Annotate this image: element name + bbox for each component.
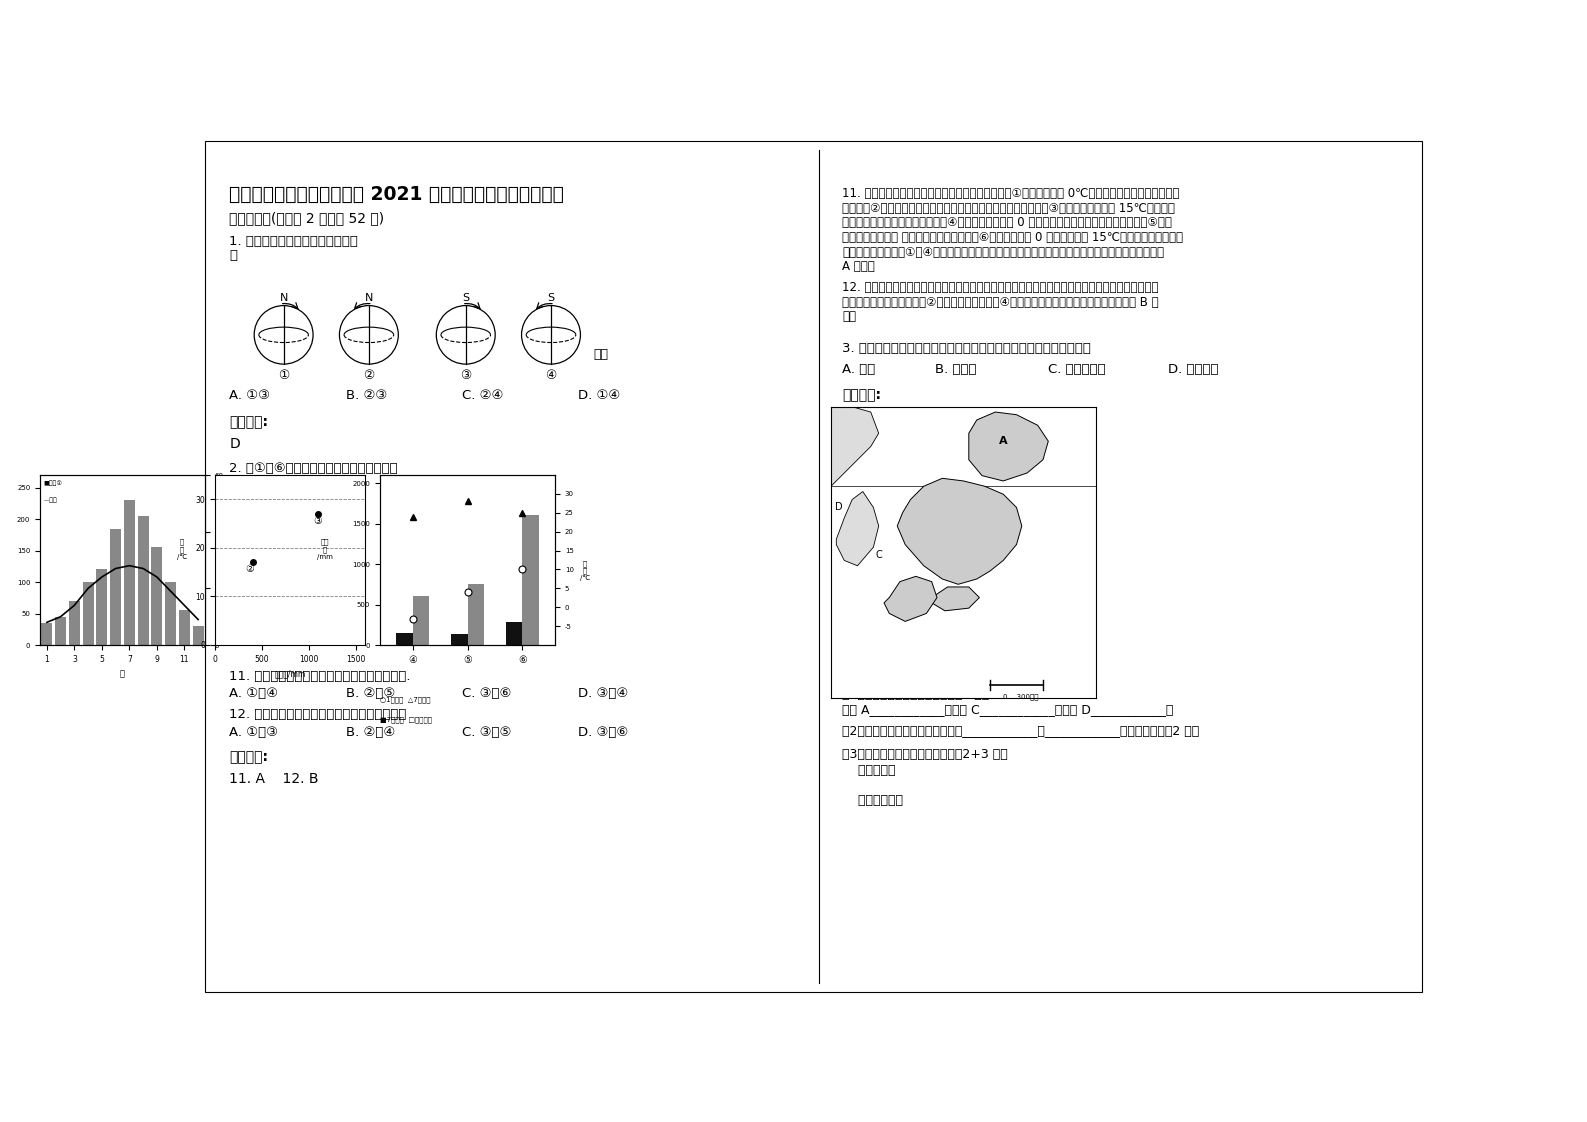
Polygon shape bbox=[897, 478, 1022, 585]
Text: N: N bbox=[279, 293, 287, 303]
Text: 不利条件是: 不利条件是 bbox=[843, 764, 897, 778]
Text: ④: ④ bbox=[546, 369, 557, 383]
Text: B. ②与④: B. ②与④ bbox=[346, 726, 395, 739]
Text: ■7月降水  □全年降水: ■7月降水 □全年降水 bbox=[379, 717, 432, 723]
Text: N: N bbox=[365, 293, 373, 303]
Text: 11. 六地中，气候类型不同但气候成因相同的是.: 11. 六地中，气候类型不同但气候成因相同的是. bbox=[230, 670, 411, 683]
Polygon shape bbox=[968, 412, 1049, 481]
Bar bbox=[56, 617, 67, 645]
Bar bbox=[68, 601, 79, 645]
Y-axis label: 气
温
/℃: 气 温 /℃ bbox=[176, 539, 187, 560]
Bar bbox=[151, 548, 162, 645]
Text: D. ③与④: D. ③与④ bbox=[578, 687, 628, 700]
Polygon shape bbox=[836, 491, 879, 565]
Y-axis label: 降水
量
/mm: 降水 量 /mm bbox=[316, 539, 332, 560]
Text: A. ①与④: A. ①与④ bbox=[230, 687, 278, 700]
Bar bbox=[506, 623, 522, 645]
Text: 参考答案:: 参考答案: bbox=[230, 751, 268, 764]
Text: 参考答案:: 参考答案: bbox=[230, 415, 268, 430]
Text: 1. 下图中正确表示地球自转方向的: 1. 下图中正确表示地球自转方向的 bbox=[230, 234, 359, 248]
Text: （2）该国的传统工业区主要分布在____________和____________的狭长地带。（2 分）: （2）该国的传统工业区主要分布在____________和___________… bbox=[843, 725, 1200, 737]
Text: ③: ③ bbox=[314, 516, 322, 525]
Bar bbox=[124, 500, 135, 645]
Text: D: D bbox=[835, 503, 843, 513]
Text: 是: 是 bbox=[230, 249, 238, 261]
Text: A 选项。: A 选项。 bbox=[843, 260, 874, 273]
Text: 一、选择题(每小题 2 分，共 52 分): 一、选择题(每小题 2 分，共 52 分) bbox=[230, 212, 384, 226]
Text: C. 密西西比河: C. 密西西比河 bbox=[1047, 364, 1106, 376]
Text: C. ②④: C. ②④ bbox=[462, 388, 503, 402]
Text: 参考答案:: 参考答案: bbox=[843, 388, 881, 402]
Text: C: C bbox=[876, 550, 882, 560]
Text: 0    300千米: 0 300千米 bbox=[1003, 693, 1039, 699]
Text: ①: ① bbox=[278, 369, 289, 383]
Text: ○1月气温  △7月气温: ○1月气温 △7月气温 bbox=[379, 696, 430, 702]
Text: 图一: 图一 bbox=[594, 348, 609, 360]
Text: ②: ② bbox=[244, 564, 254, 574]
Text: 11. 本题考查世界主要气候类型的判断。根据图示：①地冬季气温在 0℃以上，雨热同期，为亚热带季: 11. 本题考查世界主要气候类型的判断。根据图示：①地冬季气温在 0℃以上，雨热… bbox=[843, 187, 1179, 200]
Text: D. ③与⑥: D. ③与⑥ bbox=[578, 726, 628, 739]
Text: 项。: 项。 bbox=[843, 310, 857, 323]
Text: C. ③与⑥: C. ③与⑥ bbox=[462, 687, 511, 700]
Bar bbox=[83, 582, 94, 645]
Bar bbox=[468, 585, 484, 645]
Bar bbox=[413, 597, 428, 645]
Text: ■气温①: ■气温① bbox=[43, 480, 62, 486]
Text: 11. A    12. B: 11. A 12. B bbox=[230, 772, 319, 787]
Text: 干旱雨两季，属于热带草原气候；④气候冬季温度小于 0 摄氏度，雨热同期，为温带季风气候；⑤气候: 干旱雨两季，属于热带草原气候；④气候冬季温度小于 0 摄氏度，雨热同期，为温带季… bbox=[843, 217, 1173, 229]
Polygon shape bbox=[932, 587, 979, 610]
X-axis label: 月: 月 bbox=[121, 670, 125, 679]
Text: A: A bbox=[998, 436, 1008, 447]
Bar bbox=[192, 626, 203, 645]
Bar bbox=[110, 528, 121, 645]
Text: 3. 从自然条件和经济腹地考虑，河流入海口不可能有特大型港口的是: 3. 从自然条件和经济腹地考虑，河流入海口不可能有特大型港口的是 bbox=[843, 342, 1092, 355]
Text: 终年高温，降水的 较大，为热带季风气候；⑥最低气温高于 0 摄氏度，大于 15℃，雨热同期，为亚热: 终年高温，降水的 较大，为热带季风气候；⑥最低气温高于 0 摄氏度，大于 15℃… bbox=[843, 231, 1184, 243]
Text: 4. 读图 10，回答问题。（12 分）: 4. 读图 10，回答问题。（12 分） bbox=[843, 431, 990, 444]
Bar bbox=[179, 610, 190, 645]
Text: ②: ② bbox=[363, 369, 375, 383]
Text: 2. 读①～⑥地气候资料图，回答下面小题。: 2. 读①～⑥地气候资料图，回答下面小题。 bbox=[230, 462, 398, 475]
Polygon shape bbox=[832, 407, 879, 486]
Text: —降水: —降水 bbox=[43, 497, 57, 503]
Text: （3）在经济发展中，该国面临的（2+3 分）: （3）在经济发展中，该国面临的（2+3 分） bbox=[843, 747, 1008, 761]
Y-axis label: 气
温
/℃: 气 温 /℃ bbox=[230, 560, 240, 581]
Bar bbox=[97, 570, 108, 645]
Polygon shape bbox=[884, 577, 936, 622]
Text: 半季风性气候。所以①和④都为季风气候，但是气候类型不同，成因都是海陆热力差异。所以本题选择: 半季风性气候。所以①和④都为季风气候，但是气候类型不同，成因都是海陆热力差异。所… bbox=[843, 246, 1165, 258]
Text: B. 莱茵河: B. 莱茵河 bbox=[935, 364, 978, 376]
Text: D: D bbox=[230, 438, 240, 451]
Text: A. ①③: A. ①③ bbox=[230, 388, 270, 402]
Text: D. ①④: D. ①④ bbox=[578, 388, 621, 402]
Text: ③: ③ bbox=[460, 369, 471, 383]
Text: S: S bbox=[462, 293, 470, 303]
Text: D. 亚马孙河: D. 亚马孙河 bbox=[1168, 364, 1219, 376]
Text: 12. 气候类型不同但自然植被相同的是温带季风气候和温带海洋性气候，对应的自然带为温带落叶阔: 12. 气候类型不同但自然植被相同的是温带季风气候和温带海洋性气候，对应的自然带… bbox=[843, 280, 1159, 294]
Bar bbox=[451, 634, 468, 645]
Text: 广东省清远市连州山塘中学 2021 年高二地理期末试题含解析: 广东省清远市连州山塘中学 2021 年高二地理期末试题含解析 bbox=[230, 185, 565, 204]
Text: 岛屿 A____________，海峡 C____________，半岛 D____________。: 岛屿 A____________，海峡 C____________，半岛 D__… bbox=[843, 702, 1174, 716]
Bar bbox=[41, 623, 52, 645]
Text: 叶林带。由上题分析可知，②为温带海洋性气候，④温带季风气候，符合题意，所以本题选择 B 选: 叶林带。由上题分析可知，②为温带海洋性气候，④温带季风气候，符合题意，所以本题选… bbox=[843, 295, 1159, 309]
Text: 有利的条件是: 有利的条件是 bbox=[843, 793, 903, 807]
Y-axis label: 气
温
/℃: 气 温 /℃ bbox=[579, 560, 590, 581]
Text: 风气候；②气候温差较小，终年湿润多雨，属于温带海洋性气候；③地的最低气温高于 15℃，南明显: 风气候；②气候温差较小，终年湿润多雨，属于温带海洋性气候；③地的最低气温高于 1… bbox=[843, 202, 1176, 214]
Text: （1）按要求填写地理事物的名称（3 分）: （1）按要求填写地理事物的名称（3 分） bbox=[843, 688, 990, 700]
Text: A. ①与③: A. ①与③ bbox=[230, 726, 278, 739]
Text: C. ③与⑤: C. ③与⑤ bbox=[462, 726, 511, 739]
Text: B. ②③: B. ②③ bbox=[346, 388, 387, 402]
X-axis label: 降水量/mm: 降水量/mm bbox=[275, 670, 306, 679]
Text: B. ②与⑤: B. ②与⑤ bbox=[346, 687, 395, 700]
Bar bbox=[165, 582, 176, 645]
Bar bbox=[522, 515, 538, 645]
Text: A. 恒河: A. 恒河 bbox=[843, 364, 876, 376]
Text: S: S bbox=[548, 293, 554, 303]
Bar bbox=[397, 633, 413, 645]
Bar bbox=[138, 516, 149, 645]
Text: D: D bbox=[843, 410, 854, 423]
Text: 12. 六地中，气候类型不同但自然植被相同的是: 12. 六地中，气候类型不同但自然植被相同的是 bbox=[230, 708, 406, 721]
